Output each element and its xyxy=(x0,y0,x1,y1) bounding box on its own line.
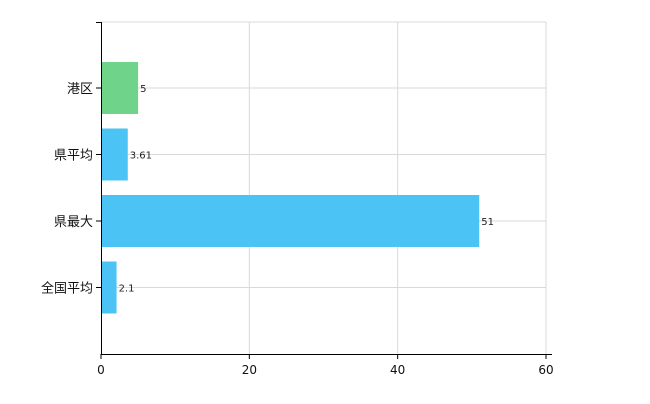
category-label-2: 県最大 xyxy=(54,215,93,230)
bar-0 xyxy=(101,62,139,114)
bar-3 xyxy=(101,261,117,314)
x-tick-label-3: 60 xyxy=(538,363,553,377)
axes xyxy=(96,22,552,359)
bars xyxy=(101,62,480,314)
value-label-2: 51 xyxy=(481,217,494,228)
category-label-3: 全国平均 xyxy=(41,281,93,297)
gridlines xyxy=(101,21,547,354)
value-label-3: 2.1 xyxy=(119,284,135,295)
category-label-0: 港区 xyxy=(67,82,93,97)
bar-2 xyxy=(101,195,480,247)
x-tick-label-2: 40 xyxy=(390,363,405,377)
x-tick-label-1: 20 xyxy=(242,363,257,377)
bar-1 xyxy=(101,128,128,181)
category-label-1: 県平均 xyxy=(54,149,93,164)
x-tick-label-0: 0 xyxy=(97,363,105,377)
value-label-1: 3.61 xyxy=(130,151,152,162)
labels: 5 港区 3.61 県平均 51 県最大 2.1 全国平均 0 20 40 60 xyxy=(41,82,554,377)
value-label-0: 5 xyxy=(140,84,146,95)
